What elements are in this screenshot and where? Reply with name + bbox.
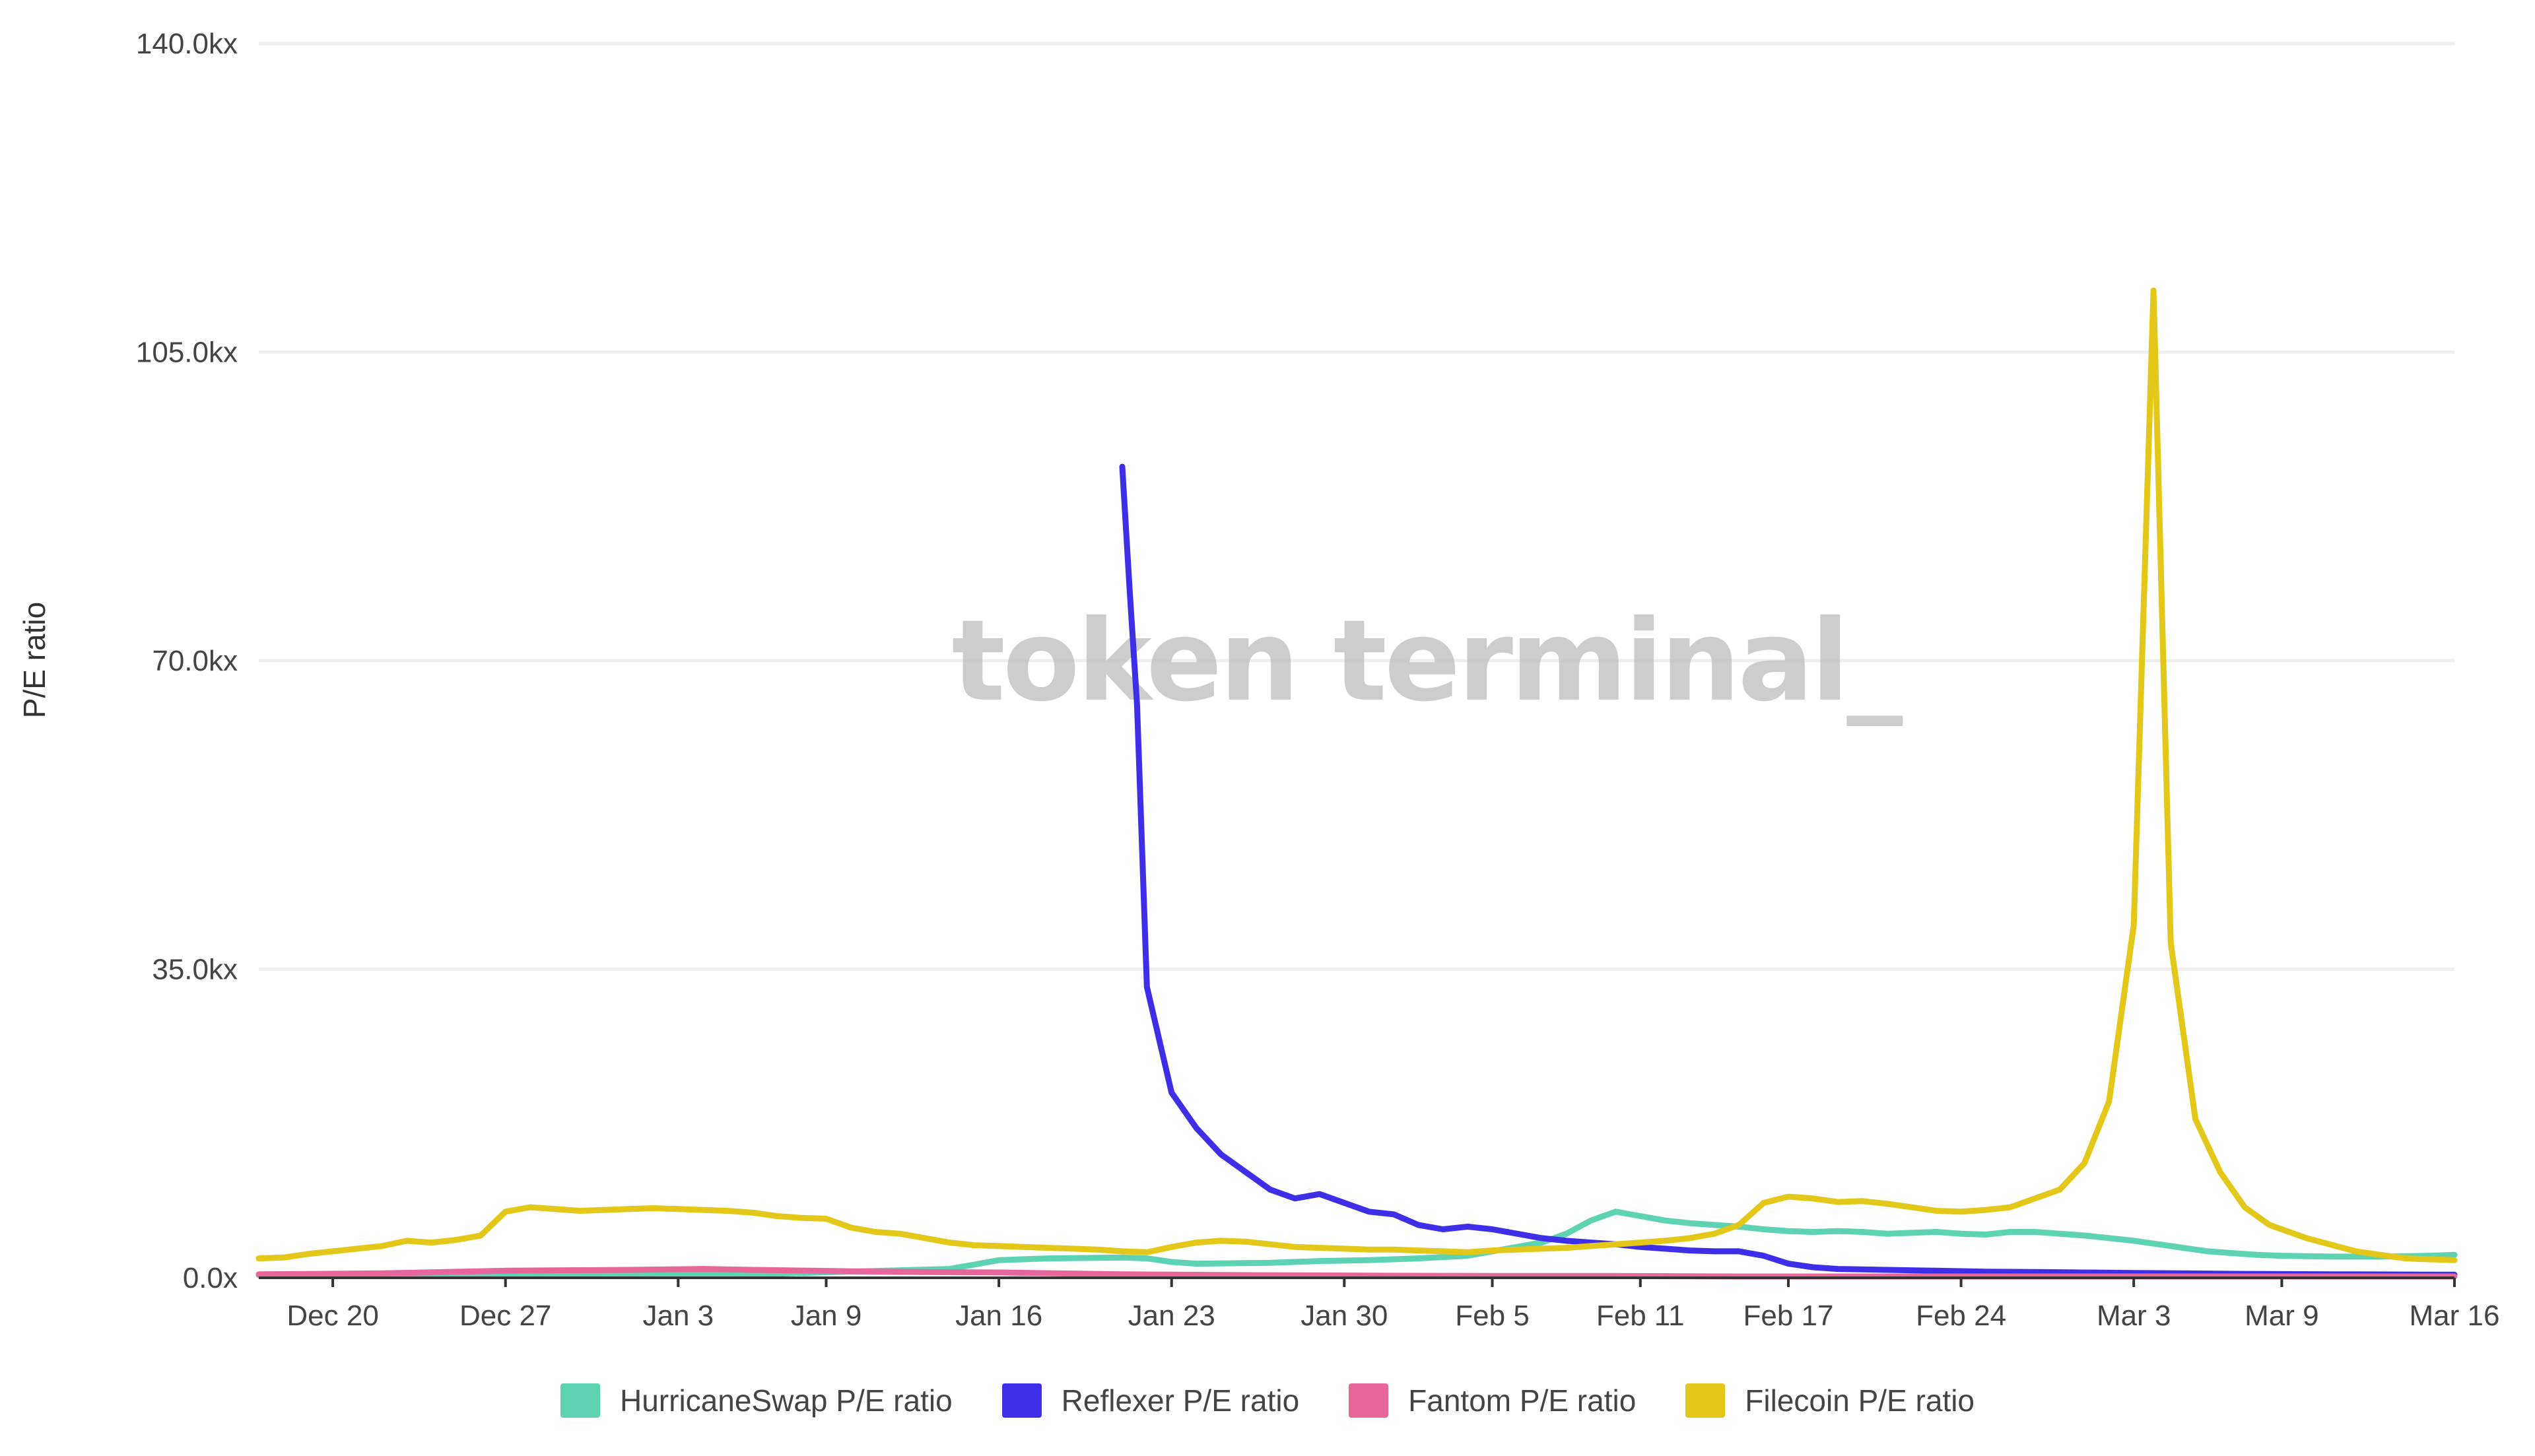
y-tick-label: 70.0kx [152, 645, 238, 677]
x-tick-label: Feb 5 [1455, 1300, 1530, 1332]
series-line-0 [255, 1208, 2458, 1278]
legend-item-2[interactable]: Fantom P/E ratio [1349, 1383, 1636, 1418]
x-tick-label: Feb 17 [1743, 1300, 1833, 1332]
gridlines [259, 42, 2454, 971]
x-tick-label: Jan 30 [1301, 1300, 1388, 1332]
x-tick-labels: Dec 20 Dec 27 Jan 3 Jan 9 Jan 16 Jan 23 Jan 30… [287, 1278, 2499, 1332]
watermark-text: token terminal_ [952, 596, 1903, 727]
legend-swatch [1001, 1383, 1042, 1418]
legend-swatch [1349, 1383, 1389, 1418]
line-chart: token terminal_ 0.0x 35.0kx 70.0kx 105.0kx 1… [17, 28, 2499, 1332]
x-tick-label: Dec 20 [287, 1300, 378, 1332]
legend-label: HurricaneSwap P/E ratio [620, 1383, 953, 1418]
x-tick-label: Dec 27 [459, 1300, 551, 1332]
legend-swatch [560, 1383, 600, 1418]
legend-label: Reflexer P/E ratio [1061, 1383, 1300, 1418]
x-tick-label: Mar 9 [2245, 1300, 2318, 1332]
y-tick-label: 105.0kx [136, 337, 238, 369]
legend-item-0[interactable]: HurricaneSwap P/E ratio [560, 1383, 953, 1418]
x-tick-label: Mar 16 [2410, 1300, 2500, 1332]
x-tick-label: Jan 3 [642, 1300, 714, 1332]
y-tick-label: 0.0x [183, 1262, 238, 1294]
x-tick-label: Jan 9 [791, 1300, 862, 1332]
legend-label: Fantom P/E ratio [1408, 1383, 1637, 1418]
x-tick-label: Feb 24 [1916, 1300, 2006, 1332]
legend-item-3[interactable]: Filecoin P/E ratio [1685, 1383, 1975, 1418]
x-tick-label: Mar 3 [2097, 1300, 2171, 1332]
series-lines [255, 287, 2458, 1280]
x-tick-label: Jan 23 [1128, 1300, 1215, 1332]
legend: HurricaneSwap P/E ratio Reflexer P/E rati… [0, 1383, 2535, 1418]
y-tick-label: 35.0kx [152, 954, 238, 986]
x-tick-label: Jan 16 [955, 1300, 1042, 1332]
series-line-1 [1119, 463, 2458, 1278]
legend-label: Filecoin P/E ratio [1745, 1383, 1975, 1418]
x-tick-label: Feb 11 [1596, 1300, 1685, 1332]
y-axis-label: P/E ratio [17, 602, 51, 718]
y-tick-labels: 0.0x 35.0kx 70.0kx 105.0kx 140.0kx [136, 28, 238, 1294]
series-line-3 [255, 287, 2458, 1263]
legend-swatch [1685, 1383, 1726, 1418]
y-tick-label: 140.0kx [136, 28, 238, 60]
legend-item-1[interactable]: Reflexer P/E ratio [1001, 1383, 1300, 1418]
